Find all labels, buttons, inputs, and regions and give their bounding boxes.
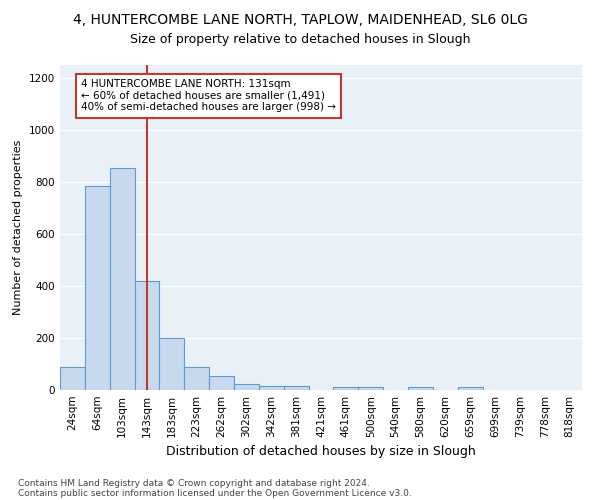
Bar [334,388,358,390]
Text: 4, HUNTERCOMBE LANE NORTH, TAPLOW, MAIDENHEAD, SL6 0LG: 4, HUNTERCOMBE LANE NORTH, TAPLOW, MAIDE… [73,12,527,26]
Bar [110,168,134,390]
Bar [358,388,383,390]
X-axis label: Distribution of detached houses by size in Slough: Distribution of detached houses by size … [166,446,476,458]
Bar [209,376,234,390]
Bar [85,186,110,390]
Bar [458,388,482,390]
Bar [60,366,85,390]
Bar [284,386,308,390]
Bar [259,386,284,390]
Text: Size of property relative to detached houses in Slough: Size of property relative to detached ho… [130,32,470,46]
Bar [184,367,209,390]
Bar [160,338,184,390]
Y-axis label: Number of detached properties: Number of detached properties [13,140,23,315]
Text: Contains HM Land Registry data © Crown copyright and database right 2024.: Contains HM Land Registry data © Crown c… [18,478,370,488]
Bar [234,384,259,390]
Text: Contains public sector information licensed under the Open Government Licence v3: Contains public sector information licen… [18,488,412,498]
Text: 4 HUNTERCOMBE LANE NORTH: 131sqm
← 60% of detached houses are smaller (1,491)
40: 4 HUNTERCOMBE LANE NORTH: 131sqm ← 60% o… [81,80,336,112]
Bar [134,281,160,390]
Bar [408,388,433,390]
